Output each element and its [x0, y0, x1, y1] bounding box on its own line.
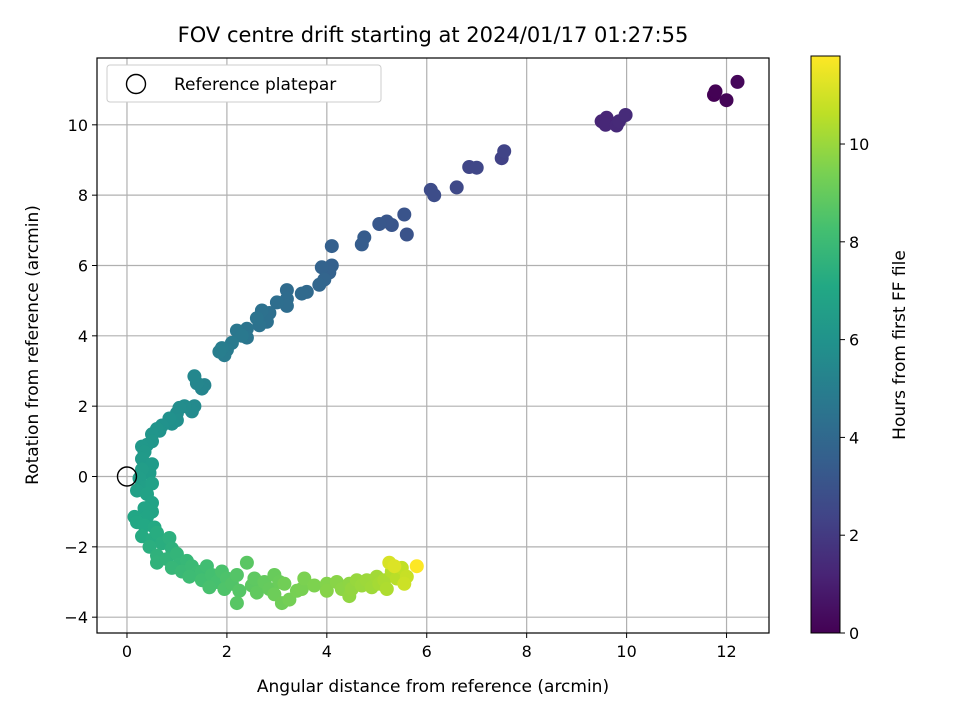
y-tick-label: 0 — [78, 468, 88, 487]
x-tick-label: 6 — [422, 642, 432, 661]
y-tick-label: 6 — [78, 256, 88, 275]
data-point — [409, 559, 424, 574]
x-tick-label: 12 — [716, 642, 736, 661]
data-point — [294, 286, 309, 301]
data-point — [387, 559, 402, 574]
colorbar-gradient — [810, 55, 841, 634]
data-point — [312, 277, 327, 292]
y-tick-label: 2 — [78, 397, 88, 416]
data-point — [232, 583, 247, 598]
y-tick-label: −4 — [64, 608, 88, 627]
plot-frame — [96, 57, 770, 634]
legend-frame — [106, 64, 382, 103]
y-tick-label: 10 — [68, 116, 88, 135]
x-axis-ticks: 0 2 4 6 8 10 12 — [122, 633, 737, 661]
data-point — [169, 546, 184, 561]
legend-marker-icon — [125, 73, 147, 95]
x-axis-label: Angular distance from reference (arcmin) — [257, 677, 609, 697]
data-point — [324, 239, 339, 254]
data-point — [449, 180, 464, 195]
x-tick-label: 0 — [122, 642, 132, 661]
data-point — [249, 585, 264, 600]
data-point — [162, 531, 177, 545]
data-point — [379, 582, 394, 596]
data-point — [182, 569, 197, 584]
y-tick-label: 8 — [78, 186, 88, 205]
data-point — [277, 576, 292, 591]
colorbar-ticks: 0 2 4 6 8 10 — [840, 135, 869, 643]
chart-title: FOV centre drift starting at 2024/01/17 … — [178, 23, 689, 47]
data-point — [618, 108, 633, 122]
data-point — [427, 188, 442, 203]
data-point — [397, 207, 412, 222]
data-point — [708, 84, 723, 99]
y-axis-ticks: −4 −2 0 2 4 6 8 10 — [64, 116, 97, 627]
y-axis-label: Rotation from reference (arcmin) — [23, 205, 43, 485]
reference-platepar-marker — [116, 466, 138, 487]
data-point — [150, 525, 164, 540]
data-point — [234, 328, 249, 343]
data-point — [239, 555, 254, 570]
colorbar: 0 2 4 6 8 10 Hours from first FF file — [810, 55, 910, 643]
x-tick-label: 2 — [222, 642, 232, 661]
data-point — [719, 93, 734, 108]
data-point — [314, 260, 329, 275]
x-tick-label: 10 — [616, 642, 636, 661]
colorbar-tick-label: 4 — [849, 428, 859, 447]
data-point — [294, 582, 309, 596]
data-point — [187, 369, 202, 384]
data-point — [249, 311, 264, 326]
x-tick-label: 4 — [322, 642, 332, 661]
legend-box: Reference platepar — [106, 64, 382, 103]
y-tick-label: −2 — [64, 538, 88, 557]
y-tick-label: 4 — [78, 327, 88, 346]
colorbar-tick-label: 8 — [849, 233, 859, 252]
data-point — [229, 596, 244, 611]
data-point — [319, 583, 334, 598]
colorbar-tick-label: 10 — [849, 135, 869, 154]
data-point — [145, 476, 159, 491]
data-point — [372, 217, 387, 231]
data-point — [399, 227, 414, 242]
data-point — [212, 344, 227, 359]
grid-lines — [97, 58, 769, 633]
data-point — [307, 578, 322, 593]
reference-marker-layer — [116, 466, 138, 487]
colorbar-tick-label: 2 — [849, 526, 859, 545]
data-point — [297, 571, 312, 586]
data-point — [598, 117, 613, 132]
colorbar-tick-label: 6 — [849, 331, 859, 350]
colorbar-label: Hours from first FF file — [890, 250, 910, 440]
data-point — [469, 160, 484, 175]
data-point — [269, 295, 284, 310]
data-points — [127, 74, 745, 611]
data-point — [229, 568, 244, 582]
data-point — [497, 144, 512, 159]
x-tick-label: 8 — [522, 642, 532, 661]
data-point — [202, 580, 217, 595]
colorbar-tick-label: 0 — [849, 624, 859, 643]
data-point — [354, 237, 369, 252]
data-point — [730, 74, 745, 89]
data-point — [397, 576, 412, 591]
legend-entry-reference: Reference platepar — [174, 75, 336, 95]
